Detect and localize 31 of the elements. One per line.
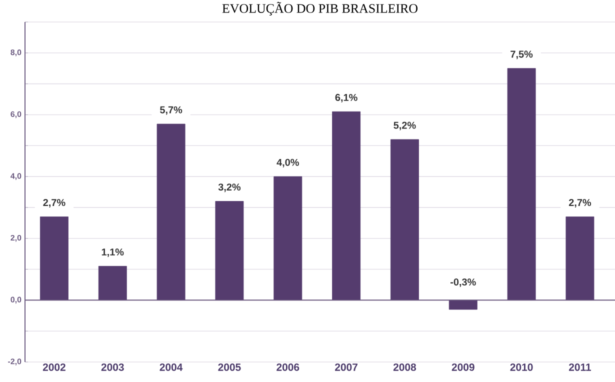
x-tick-label: 2011 [568,364,592,371]
data-label: 2,7% [568,199,592,208]
x-tick-label: 2008 [393,364,416,371]
x-tick-label: 2006 [276,364,300,371]
data-label: -0,3% [450,278,476,287]
bar [274,176,302,300]
bar [40,216,68,300]
bar [98,266,127,300]
x-tick-label: 2003 [101,364,124,371]
data-label: 5,7% [160,106,182,115]
x-tick-label: 2010 [510,364,533,371]
x-tick-label: 2004 [160,364,183,371]
data-label: 3,2% [218,184,241,192]
x-tick-label: 2002 [42,364,66,371]
bar [390,139,419,300]
data-label: 1,1% [102,248,124,257]
bar [156,124,186,300]
data-label: 5,2% [394,122,416,130]
bar [332,111,361,300]
data-label: 6,1% [335,94,358,102]
bar [507,68,536,300]
bar [566,216,594,300]
data-label: 4,0% [276,158,299,168]
data-label: 7,5% [510,50,533,60]
x-tick-label: 2009 [452,364,474,371]
data-label: 2,7% [43,199,66,208]
x-tick-label: 2007 [335,364,358,371]
chart-title: EVOLUÇÃO DO PIB BRASILEIRO [222,2,418,16]
x-tick-label: 2005 [218,364,241,371]
bar [448,300,478,310]
bar [215,201,244,300]
